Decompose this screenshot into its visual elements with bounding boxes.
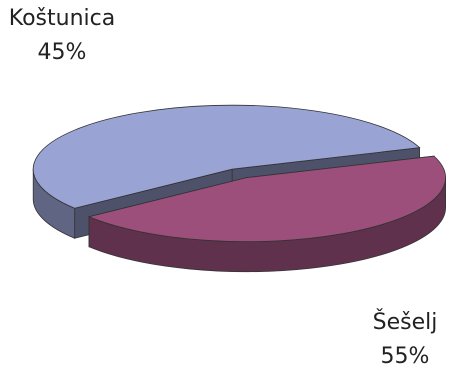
- slice-label-kostunica: Koštunica 45%: [2, 2, 122, 70]
- slice-label-seselj: Šešelj 55%: [362, 306, 448, 374]
- slice-kostunica: [87, 155, 446, 273]
- slice-value-seselj: 55%: [380, 344, 430, 369]
- slice-name-seselj: Šešelj: [372, 310, 438, 335]
- slice-top-kostunica: [87, 155, 446, 243]
- slice-value-kostunica: 45%: [37, 40, 87, 65]
- slice-name-kostunica: Koštunica: [8, 6, 116, 31]
- slice-top-seselj: [32, 104, 421, 209]
